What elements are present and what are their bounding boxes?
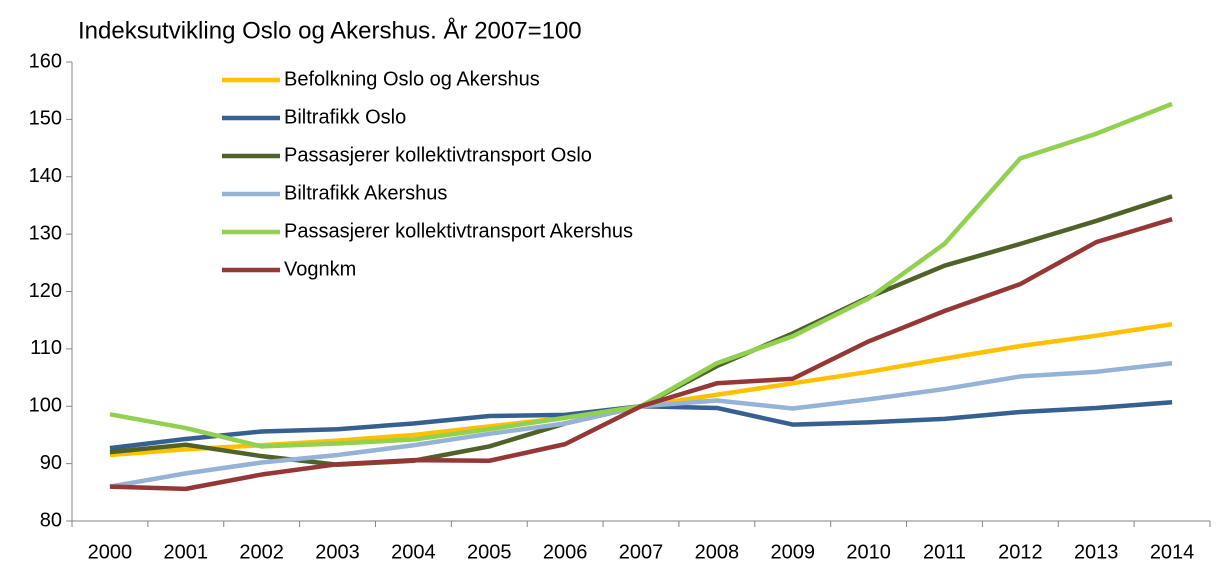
y-tick-label: 90 [40,452,62,474]
series-line [109,217,1173,492]
x-tick-label: 2011 [923,541,966,563]
legend-label: Vognkm [284,258,356,280]
series-line [109,321,1173,458]
series-line [109,399,1173,451]
chart-title: Indeksutvikling Oslo og Akershus. År 200… [78,16,582,44]
x-tick-label: 2001 [164,541,209,563]
y-tick-label: 130 [29,222,62,244]
x-tick-label: 2010 [846,541,891,563]
legend-label: Biltrafikk Akershus [284,182,447,204]
x-tick-label: 2013 [1074,541,1119,563]
x-tick-label: 2005 [467,541,512,563]
x-tick-label: 2002 [239,541,284,563]
y-tick-label: 160 [29,50,62,72]
legend-label: Biltrafikk Oslo [284,106,406,128]
x-tick-label: 2008 [695,541,740,563]
y-tick-label: 140 [29,165,62,187]
legend-label: Befolkning Oslo og Akershus [284,68,540,90]
x-tick-label: 2006 [543,541,588,563]
x-tick-label: 2012 [998,541,1043,563]
y-tick-label: 110 [30,337,62,359]
y-tick-label: 120 [29,280,62,302]
series-line [109,194,1173,468]
y-tick-label: 150 [29,108,62,130]
x-tick-label: 2014 [1150,541,1195,563]
series-line [109,360,1173,489]
y-tick-label: 80 [40,509,62,531]
x-tick-label: 2009 [770,541,815,563]
legend-label: Passasjerer kollektivtransport Akershus [284,220,633,242]
x-tick-label: 2000 [88,541,133,563]
y-tick-label: 100 [29,395,62,417]
x-tick-label: 2003 [315,541,360,563]
x-tick-label: 2004 [391,541,436,563]
legend-label: Passasjerer kollektivtransport Oslo [284,144,592,166]
x-tick-label: 2007 [619,541,664,563]
